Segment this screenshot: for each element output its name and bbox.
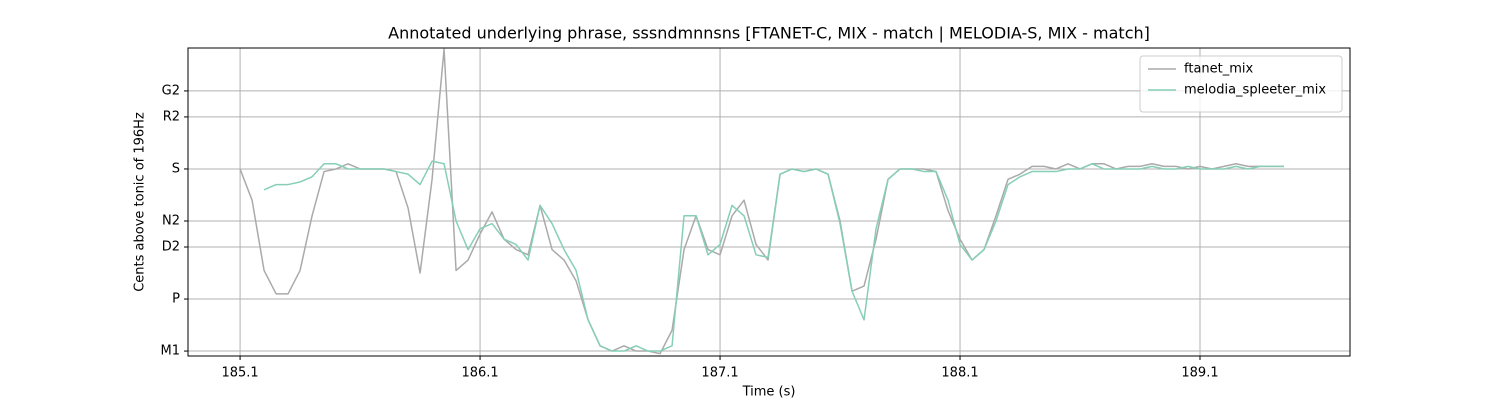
series-line xyxy=(263,160,1284,352)
x-tick-label: 188.1 xyxy=(941,366,978,381)
legend-label: ftanet_mix xyxy=(1184,62,1254,77)
plot-frame xyxy=(187,47,1351,357)
y-tick-label: S xyxy=(172,161,180,176)
x-tick-label: 186.1 xyxy=(461,366,498,381)
y-tick-label: R2 xyxy=(163,109,180,124)
x-axis-label: Time (s) xyxy=(742,385,796,400)
legend-label: melodia_spleeter_mix xyxy=(1184,83,1326,98)
legend-box xyxy=(1139,55,1343,113)
y-axis-label: Cents above tonic of 196Hz xyxy=(133,112,148,292)
y-tick-label: D2 xyxy=(162,240,180,255)
chart-title: Annotated underlying phrase, sssndmnnsns… xyxy=(388,24,1150,43)
series-line xyxy=(239,48,1284,355)
y-tick-label: N2 xyxy=(162,213,180,228)
y-tick-label: G2 xyxy=(162,83,180,98)
x-tick-label: 185.1 xyxy=(221,366,258,381)
y-tick-label: M1 xyxy=(161,344,181,359)
x-tick-label: 187.1 xyxy=(701,366,738,381)
x-tick-label: 189.1 xyxy=(1181,366,1218,381)
y-tick-label: P xyxy=(172,292,180,307)
